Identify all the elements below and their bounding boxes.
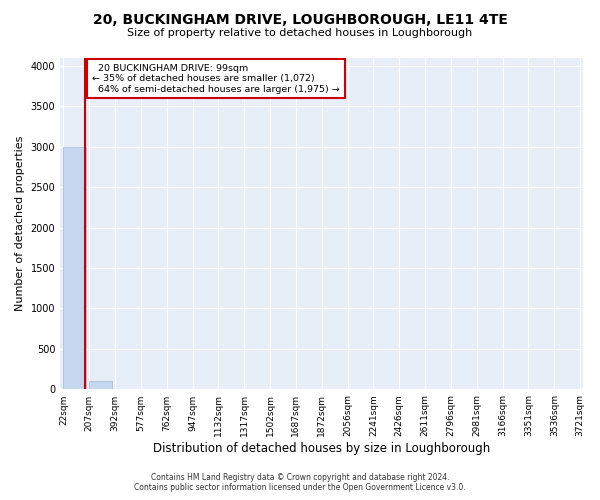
Bar <box>64 146 86 390</box>
Text: Size of property relative to detached houses in Loughborough: Size of property relative to detached ho… <box>127 28 473 38</box>
X-axis label: Distribution of detached houses by size in Loughborough: Distribution of detached houses by size … <box>153 442 490 455</box>
Text: 20 BUCKINGHAM DRIVE: 99sqm
← 35% of detached houses are smaller (1,072)
  64% of: 20 BUCKINGHAM DRIVE: 99sqm ← 35% of deta… <box>92 64 340 94</box>
Text: 20, BUCKINGHAM DRIVE, LOUGHBOROUGH, LE11 4TE: 20, BUCKINGHAM DRIVE, LOUGHBOROUGH, LE11… <box>92 12 508 26</box>
Bar <box>89 380 112 390</box>
Text: Contains HM Land Registry data © Crown copyright and database right 2024.
Contai: Contains HM Land Registry data © Crown c… <box>134 473 466 492</box>
Y-axis label: Number of detached properties: Number of detached properties <box>15 136 25 311</box>
